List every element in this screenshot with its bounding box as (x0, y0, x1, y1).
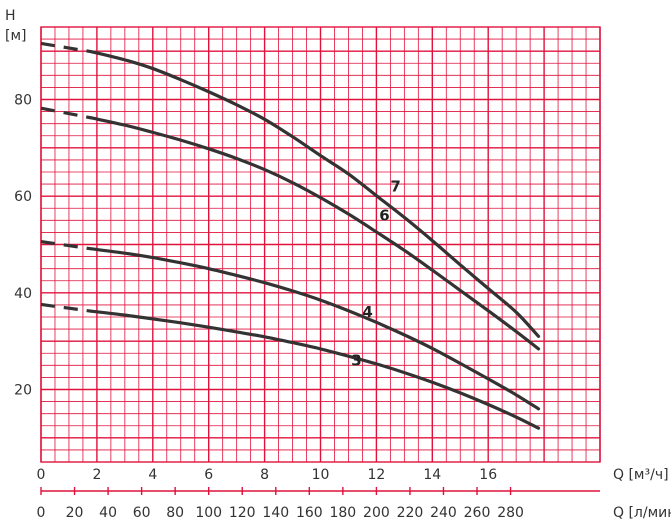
curve-4 (40, 240, 541, 411)
curve-6 (40, 106, 541, 351)
y-tick-label: 80 (14, 93, 32, 109)
y-tick-label: 40 (14, 286, 32, 302)
y-tick-label: 20 (14, 383, 32, 399)
curves (40, 41, 541, 430)
curve-solid-segment (89, 116, 541, 351)
curve-solid-segment (89, 309, 541, 430)
curve-labels: 76 4 3 (351, 177, 401, 369)
secondary-x-tick-label: 140 (262, 505, 289, 521)
y-axis-label-unit: [м] (5, 28, 27, 44)
y-tick-label: 60 (14, 189, 32, 205)
x-tick-label: 6 (204, 467, 213, 483)
secondary-x-tick-label: 80 (166, 505, 184, 521)
secondary-x-tick-label: 180 (329, 505, 356, 521)
x-tick-label: 4 (148, 467, 157, 483)
secondary-x-tick-label: 100 (195, 505, 222, 521)
x-tick-label: 12 (367, 467, 385, 483)
curve-dashed-segment (40, 240, 92, 251)
y-axis-label-symbol: H (5, 8, 16, 24)
curve-dashed-segment (40, 302, 92, 313)
secondary-x-tick-label: 40 (99, 505, 117, 521)
x-tick-label: 10 (312, 467, 330, 483)
plot-frame (40, 26, 601, 463)
grid (40, 26, 601, 495)
curve-label-3: 3 (351, 351, 361, 369)
curve-7 (40, 41, 541, 338)
x-axis-label-lmin: Q [л/мин] (613, 505, 671, 521)
x-tick-label: 14 (423, 467, 441, 483)
x-axis-label-m3h: Q [м³/ч] (613, 467, 669, 483)
secondary-x-tick-label: 280 (497, 505, 524, 521)
x-tick-label: 16 (479, 467, 497, 483)
curve-label-6: 6 (379, 206, 389, 224)
secondary-x-tick-label: 160 (296, 505, 323, 521)
curve-dashed-segment (40, 41, 92, 54)
curve-label-4: 4 (362, 303, 372, 321)
x-tick-label: 0 (37, 467, 46, 483)
secondary-x-tick-label: 220 (397, 505, 424, 521)
secondary-x-tick-label: 60 (133, 505, 151, 521)
secondary-x-tick-label: 240 (430, 505, 457, 521)
curve-3 (40, 302, 541, 430)
tick-labels: 0 2 4 6 8 10 12 14 16 20 40 60 80 0 20 40 60 80 100 120 140 1… (14, 93, 524, 522)
curve-label-7: 7 (390, 177, 400, 195)
secondary-x-tick-label: 0 (37, 505, 46, 521)
curve-solid-segment (89, 247, 541, 411)
x-tick-label: 8 (260, 467, 269, 483)
secondary-x-tick-label: 200 (363, 505, 390, 521)
curve-solid-segment (89, 50, 541, 338)
secondary-x-tick-label: 260 (464, 505, 491, 521)
secondary-x-tick-label: 20 (66, 505, 84, 521)
x-tick-label: 2 (92, 467, 101, 483)
curve-dashed-segment (40, 106, 92, 120)
secondary-x-tick-label: 120 (229, 505, 256, 521)
